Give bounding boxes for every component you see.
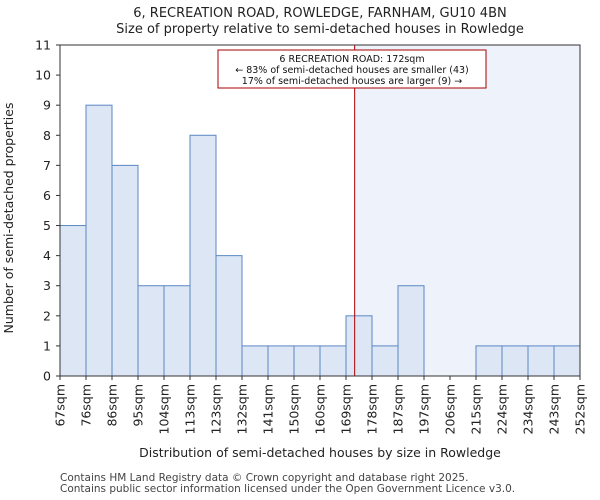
bar-141sqm [267,345,295,377]
bar-67sqm [59,225,87,377]
bar-234sqm [527,345,555,377]
chart-title: 6, RECREATION ROAD, ROWLEDGE, FARNHAM, G… [133,6,506,21]
bar-150sqm [293,345,321,377]
x-axis-label: Distribution of semi-detached houses by … [139,445,501,460]
x-tick-label: 243sqm [547,384,562,434]
bar-113sqm [189,134,217,377]
x-tick-label: 234sqm [521,384,536,434]
bar-160sqm [319,345,347,377]
annotation-line-2: ← 83% of semi-detached houses are smalle… [235,65,469,76]
x-tick-label: 206sqm [443,384,458,434]
x-tick-label: 178sqm [365,384,380,434]
y-tick-label: 3 [43,278,51,293]
y-tick-label: 10 [35,68,51,83]
x-tick-label: 132sqm [235,384,250,434]
bar-178sqm [371,345,399,377]
chart-subtitle: Size of property relative to semi-detach… [116,22,524,37]
y-tick-label: 4 [43,248,51,263]
footer-licence: Contains public sector information licen… [60,483,516,495]
footer-copyright: Contains HM Land Registry data © Crown c… [60,472,469,484]
x-tick-label: 150sqm [287,384,302,434]
x-tick-label: 169sqm [339,384,354,434]
bar-123sqm [215,255,243,377]
y-tick-label: 8 [43,128,51,143]
x-tick-label: 113sqm [183,384,198,434]
bar-215sqm [475,345,503,377]
y-tick-label: 1 [43,338,51,353]
x-tick-label: 67sqm [53,384,68,427]
bar-132sqm [241,345,269,377]
y-tick-label: 9 [43,98,51,113]
x-tick-label: 197sqm [417,384,432,434]
bar-76sqm [85,104,113,377]
x-tick-label: 141sqm [261,384,276,434]
bar-224sqm [501,345,529,377]
y-tick-label: 6 [43,188,51,203]
x-tick-label: 95sqm [131,384,146,427]
annotation-border [217,49,487,89]
x-tick-label: 252sqm [573,384,588,434]
x-tick-label: 76sqm [79,384,94,427]
y-tick-label: 0 [43,369,51,384]
x-tick-label: 123sqm [209,384,224,434]
bar-86sqm [111,164,139,377]
bars-group [59,104,581,377]
bar-169sqm [345,315,373,377]
y-tick-label: 5 [43,218,51,233]
annotation-line-1: 6 RECREATION ROAD: 172sqm [279,54,424,65]
x-tick-label: 160sqm [313,384,328,434]
x-axis: 67sqm 76sqm 86sqm 95sqm 104sqm 113sqm 123sqm 13… [53,376,588,434]
bar-187sqm [397,285,425,377]
x-tick-label: 104sqm [157,384,172,434]
y-tick-label: 7 [43,158,51,173]
x-tick-label: 215sqm [469,384,484,434]
annotation-box: 6 RECREATION ROAD: 172sqm ← 83% of semi-… [217,49,487,89]
larger-properties-region [354,45,580,376]
x-tick-label: 86sqm [105,384,120,427]
bar-95sqm [137,285,165,377]
bar-104sqm [163,285,191,377]
y-axis-label: Number of semi-detached properties [1,103,16,334]
y-tick-label: 11 [35,38,51,53]
x-tick-label: 187sqm [391,384,406,434]
y-tick-label: 2 [43,308,51,323]
bar-243sqm [553,345,581,377]
x-tick-label: 224sqm [495,384,510,434]
y-axis: 0 1 2 3 4 5 6 7 8 9 10 11 [35,38,60,384]
annotation-line-3: 17% of semi-detached houses are larger (… [242,76,462,87]
